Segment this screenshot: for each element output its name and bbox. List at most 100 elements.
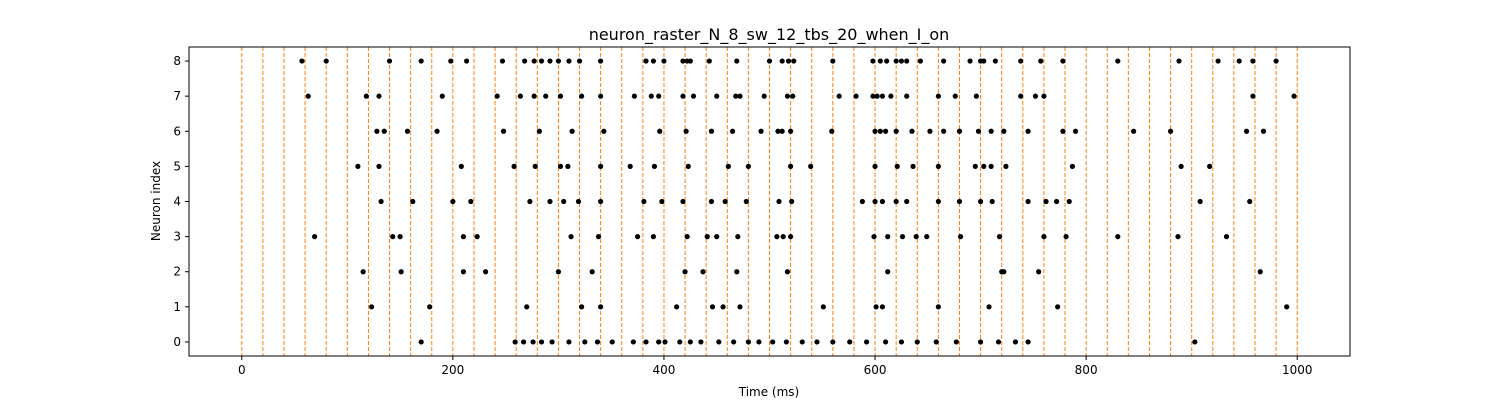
spike-point bbox=[1175, 234, 1181, 240]
spike-point bbox=[700, 269, 706, 275]
spike-point bbox=[1131, 128, 1137, 134]
spike-point bbox=[427, 304, 433, 310]
spike-point bbox=[909, 128, 915, 134]
spike-point bbox=[1223, 234, 1230, 240]
spike-point bbox=[458, 163, 464, 169]
spike-point bbox=[363, 93, 369, 99]
spike-point bbox=[977, 339, 984, 345]
spike-point bbox=[698, 339, 704, 345]
spike-point bbox=[871, 234, 877, 240]
spike-point bbox=[463, 58, 470, 64]
spike-point bbox=[601, 128, 607, 134]
spike-point bbox=[690, 93, 697, 99]
y-axis-label: Neuron index bbox=[149, 161, 163, 241]
spike-point bbox=[722, 198, 728, 205]
y-tick-label: 2 bbox=[173, 265, 181, 279]
x-tick-label: 0 bbox=[238, 363, 246, 377]
spike-point bbox=[410, 198, 416, 205]
spike-point bbox=[547, 198, 553, 205]
spike-point bbox=[933, 339, 939, 345]
spike-point bbox=[734, 269, 740, 275]
spike-point bbox=[680, 93, 686, 99]
spike-point bbox=[1060, 128, 1066, 134]
spike-point bbox=[745, 163, 751, 169]
spike-point bbox=[598, 93, 604, 99]
spike-point bbox=[589, 269, 595, 275]
spike-point bbox=[893, 128, 899, 134]
spike-point bbox=[687, 339, 693, 345]
spike-point bbox=[468, 198, 474, 205]
spike-point bbox=[888, 93, 894, 99]
spike-point bbox=[532, 163, 538, 169]
spike-point bbox=[1043, 198, 1049, 205]
spike-point bbox=[323, 58, 329, 64]
spike-point bbox=[609, 339, 615, 345]
spike-point bbox=[743, 198, 749, 205]
spike-point bbox=[830, 58, 836, 64]
spike-point bbox=[634, 234, 641, 240]
spike-point bbox=[709, 304, 716, 310]
spike-point bbox=[766, 58, 773, 64]
spike-point bbox=[904, 93, 910, 99]
spike-point bbox=[1012, 339, 1019, 345]
spike-point bbox=[547, 58, 553, 64]
spike-point bbox=[511, 163, 517, 169]
spike-point bbox=[733, 93, 739, 99]
spike-point bbox=[941, 58, 947, 64]
spike-point bbox=[996, 234, 1003, 240]
spike-point bbox=[952, 93, 958, 99]
spike-point bbox=[494, 93, 500, 99]
spike-point bbox=[299, 58, 305, 64]
spike-point bbox=[879, 93, 886, 99]
spike-point bbox=[977, 198, 984, 205]
spike-point bbox=[1273, 58, 1279, 64]
spike-point bbox=[661, 58, 667, 64]
spike-point bbox=[704, 234, 710, 240]
spike-point bbox=[360, 269, 366, 275]
spike-point bbox=[1001, 128, 1007, 134]
spike-point bbox=[953, 339, 959, 345]
spike-point bbox=[714, 234, 720, 240]
spike-point bbox=[418, 58, 424, 64]
spike-point bbox=[899, 234, 906, 240]
spike-point bbox=[836, 93, 842, 99]
spike-point bbox=[788, 128, 794, 134]
spike-point bbox=[935, 304, 941, 310]
spike-point bbox=[582, 339, 588, 345]
spike-point bbox=[576, 58, 583, 64]
y-tick-label: 0 bbox=[173, 335, 181, 349]
chart-title: neuron_raster_N_8_sw_12_tbs_20_when_I_on bbox=[589, 25, 950, 45]
spike-point bbox=[853, 93, 859, 99]
spike-point bbox=[565, 163, 571, 169]
spike-point bbox=[1025, 339, 1031, 345]
spike-point bbox=[872, 128, 878, 134]
spike-point bbox=[830, 339, 836, 345]
spike-point bbox=[973, 93, 979, 99]
spike-point bbox=[538, 339, 545, 345]
spike-point bbox=[745, 339, 751, 345]
spike-point bbox=[1055, 304, 1061, 310]
spike-point bbox=[935, 93, 941, 99]
spike-point bbox=[460, 234, 467, 240]
y-tick-label: 5 bbox=[173, 159, 181, 173]
spike-point bbox=[790, 93, 796, 99]
spike-point bbox=[893, 198, 899, 205]
spike-point bbox=[775, 128, 781, 134]
spike-point bbox=[720, 304, 726, 310]
spike-point bbox=[729, 128, 736, 134]
spike-point bbox=[680, 198, 686, 205]
spike-point bbox=[579, 93, 585, 99]
spike-point bbox=[706, 58, 712, 64]
spike-point bbox=[311, 234, 318, 240]
spike-point bbox=[734, 58, 740, 64]
spike-point bbox=[575, 198, 582, 205]
spike-point bbox=[1041, 234, 1047, 240]
spike-point bbox=[527, 198, 533, 205]
spike-point bbox=[924, 234, 930, 240]
x-tick-label: 1000 bbox=[1282, 363, 1313, 377]
spike-point bbox=[883, 339, 889, 345]
spike-point bbox=[776, 198, 782, 205]
plot-frame bbox=[188, 46, 1351, 357]
spike-point bbox=[1176, 58, 1182, 64]
spike-point bbox=[566, 58, 572, 64]
